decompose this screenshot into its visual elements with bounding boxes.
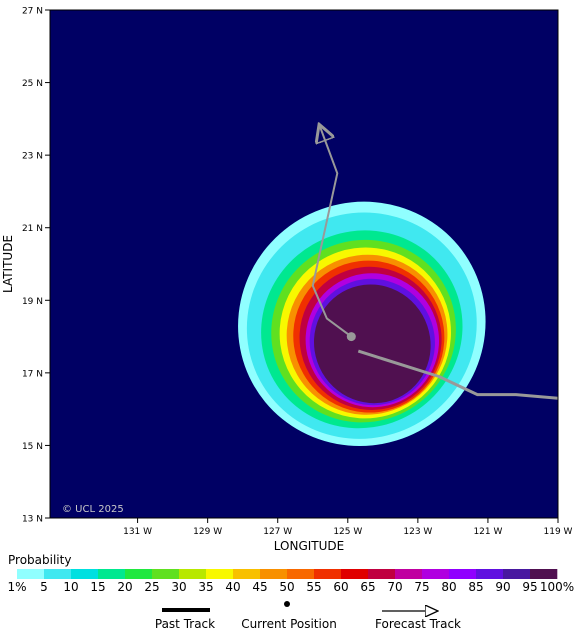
colorbar-tick-label: 55: [306, 580, 321, 594]
longitude-axis: 131 W 129 W 127 W 125 W 123 W 121 W 119 W: [123, 518, 573, 537]
lat-tick-label: 23 N: [22, 152, 43, 162]
lat-tick-label: 15 N: [22, 442, 43, 452]
past-track-line: [357, 349, 558, 400]
colorbar-swatch: [71, 569, 99, 579]
colorbar-tick-label: 15: [90, 580, 105, 594]
colorbar-tick-label: 50: [279, 580, 294, 594]
colorbar-swatch: [98, 569, 126, 579]
lon-tick-label: 125 W: [333, 527, 362, 537]
legend-past-track: Past Track: [155, 608, 215, 631]
colorbar-swatch: [314, 569, 342, 579]
lon-tick-label: 121 W: [473, 527, 502, 537]
colorbar-swatch: [179, 569, 207, 579]
colorbar-tick-label: 5: [40, 580, 48, 594]
colorbar-swatch: [125, 569, 153, 579]
lon-tick-label: 119 W: [544, 527, 573, 537]
probability-contour-95: [313, 284, 431, 404]
colorbar-swatch: [152, 569, 180, 579]
colorbar-swatch: [368, 569, 396, 579]
colorbar-tick-label: 1%: [7, 580, 26, 594]
lon-tick-label: 131 W: [123, 527, 152, 537]
colorbar-tick-label: 10: [63, 580, 78, 594]
colorbar-tick-labels: 1% 5 10 15 20 25 30 35 40 45 50 55 60 65 70 75 80 85 90 95 1…: [7, 580, 574, 594]
colorbar-swatch: [260, 569, 288, 579]
y-axis-title: LATITUDE: [1, 235, 15, 293]
colorbar-tick-label: 85: [468, 580, 483, 594]
lon-tick-label: 129 W: [193, 527, 222, 537]
legend-current-position-dot: [284, 601, 290, 607]
lat-tick-label: 25 N: [22, 79, 43, 89]
map-border: [49, 9, 559, 519]
legend-current-position-label: Current Position: [241, 617, 337, 631]
copyright-text: © UCL 2025: [62, 504, 124, 515]
legend-forecast-track: Forecast Track: [375, 611, 461, 631]
colorbar-swatch: [206, 569, 234, 579]
colorbar-swatch: [449, 569, 477, 579]
colorbar-tick-label: 75: [414, 580, 429, 594]
colorbar-tick-label: 40: [225, 580, 240, 594]
colorbar-swatch: [530, 569, 558, 579]
lat-tick-label: 17 N: [22, 369, 43, 379]
lat-tick-label: 21 N: [22, 224, 43, 234]
colorbar-swatch: [422, 569, 450, 579]
legend-past-track-label: Past Track: [155, 617, 215, 631]
legend-forecast-track-label: Forecast Track: [375, 617, 461, 631]
colorbar-tick-label: 90: [495, 580, 510, 594]
colorbar-swatch: [287, 569, 315, 579]
lat-tick-label: 19 N: [22, 297, 43, 307]
colorbar-swatch: [17, 569, 45, 579]
probability-colorbar: [17, 569, 558, 579]
legend-title: Probability: [8, 553, 71, 567]
map-frame: [49, 9, 559, 519]
probability-contours: [238, 201, 486, 447]
colorbar-swatch: [476, 569, 504, 579]
colorbar-swatch: [341, 569, 369, 579]
storm-tracks: [311, 126, 558, 400]
colorbar-swatch: [233, 569, 261, 579]
colorbar-tick-label: 95: [522, 580, 537, 594]
lat-tick-label: 13 N: [22, 515, 43, 525]
colorbar-tick-label: 25: [144, 580, 159, 594]
colorbar-swatch: [503, 569, 531, 579]
colorbar-tick-label: 100%: [540, 580, 574, 594]
colorbar-tick-label: 20: [117, 580, 132, 594]
colorbar-tick-label: 80: [441, 580, 456, 594]
colorbar-tick-label: 65: [360, 580, 375, 594]
colorbar-tick-label: 70: [387, 580, 402, 594]
colorbar-tick-label: 30: [171, 580, 186, 594]
latitude-axis: 27 N 25 N 23 N 21 N 19 N 17 N 15 N 13 N: [22, 7, 50, 525]
lon-tick-label: 127 W: [263, 527, 292, 537]
colorbar-swatch: [44, 569, 72, 579]
colorbar-tick-label: 35: [198, 580, 213, 594]
colorbar-tick-label: 45: [252, 580, 267, 594]
lon-tick-label: 123 W: [403, 527, 432, 537]
lat-tick-label: 27 N: [22, 7, 43, 17]
forecast-track-line: [311, 126, 352, 338]
x-axis-title: LONGITUDE: [274, 539, 344, 553]
colorbar-tick-label: 60: [333, 580, 348, 594]
current-position-marker: [346, 332, 356, 342]
colorbar-swatch: [395, 569, 423, 579]
legend-current-position: Current Position: [241, 601, 337, 631]
